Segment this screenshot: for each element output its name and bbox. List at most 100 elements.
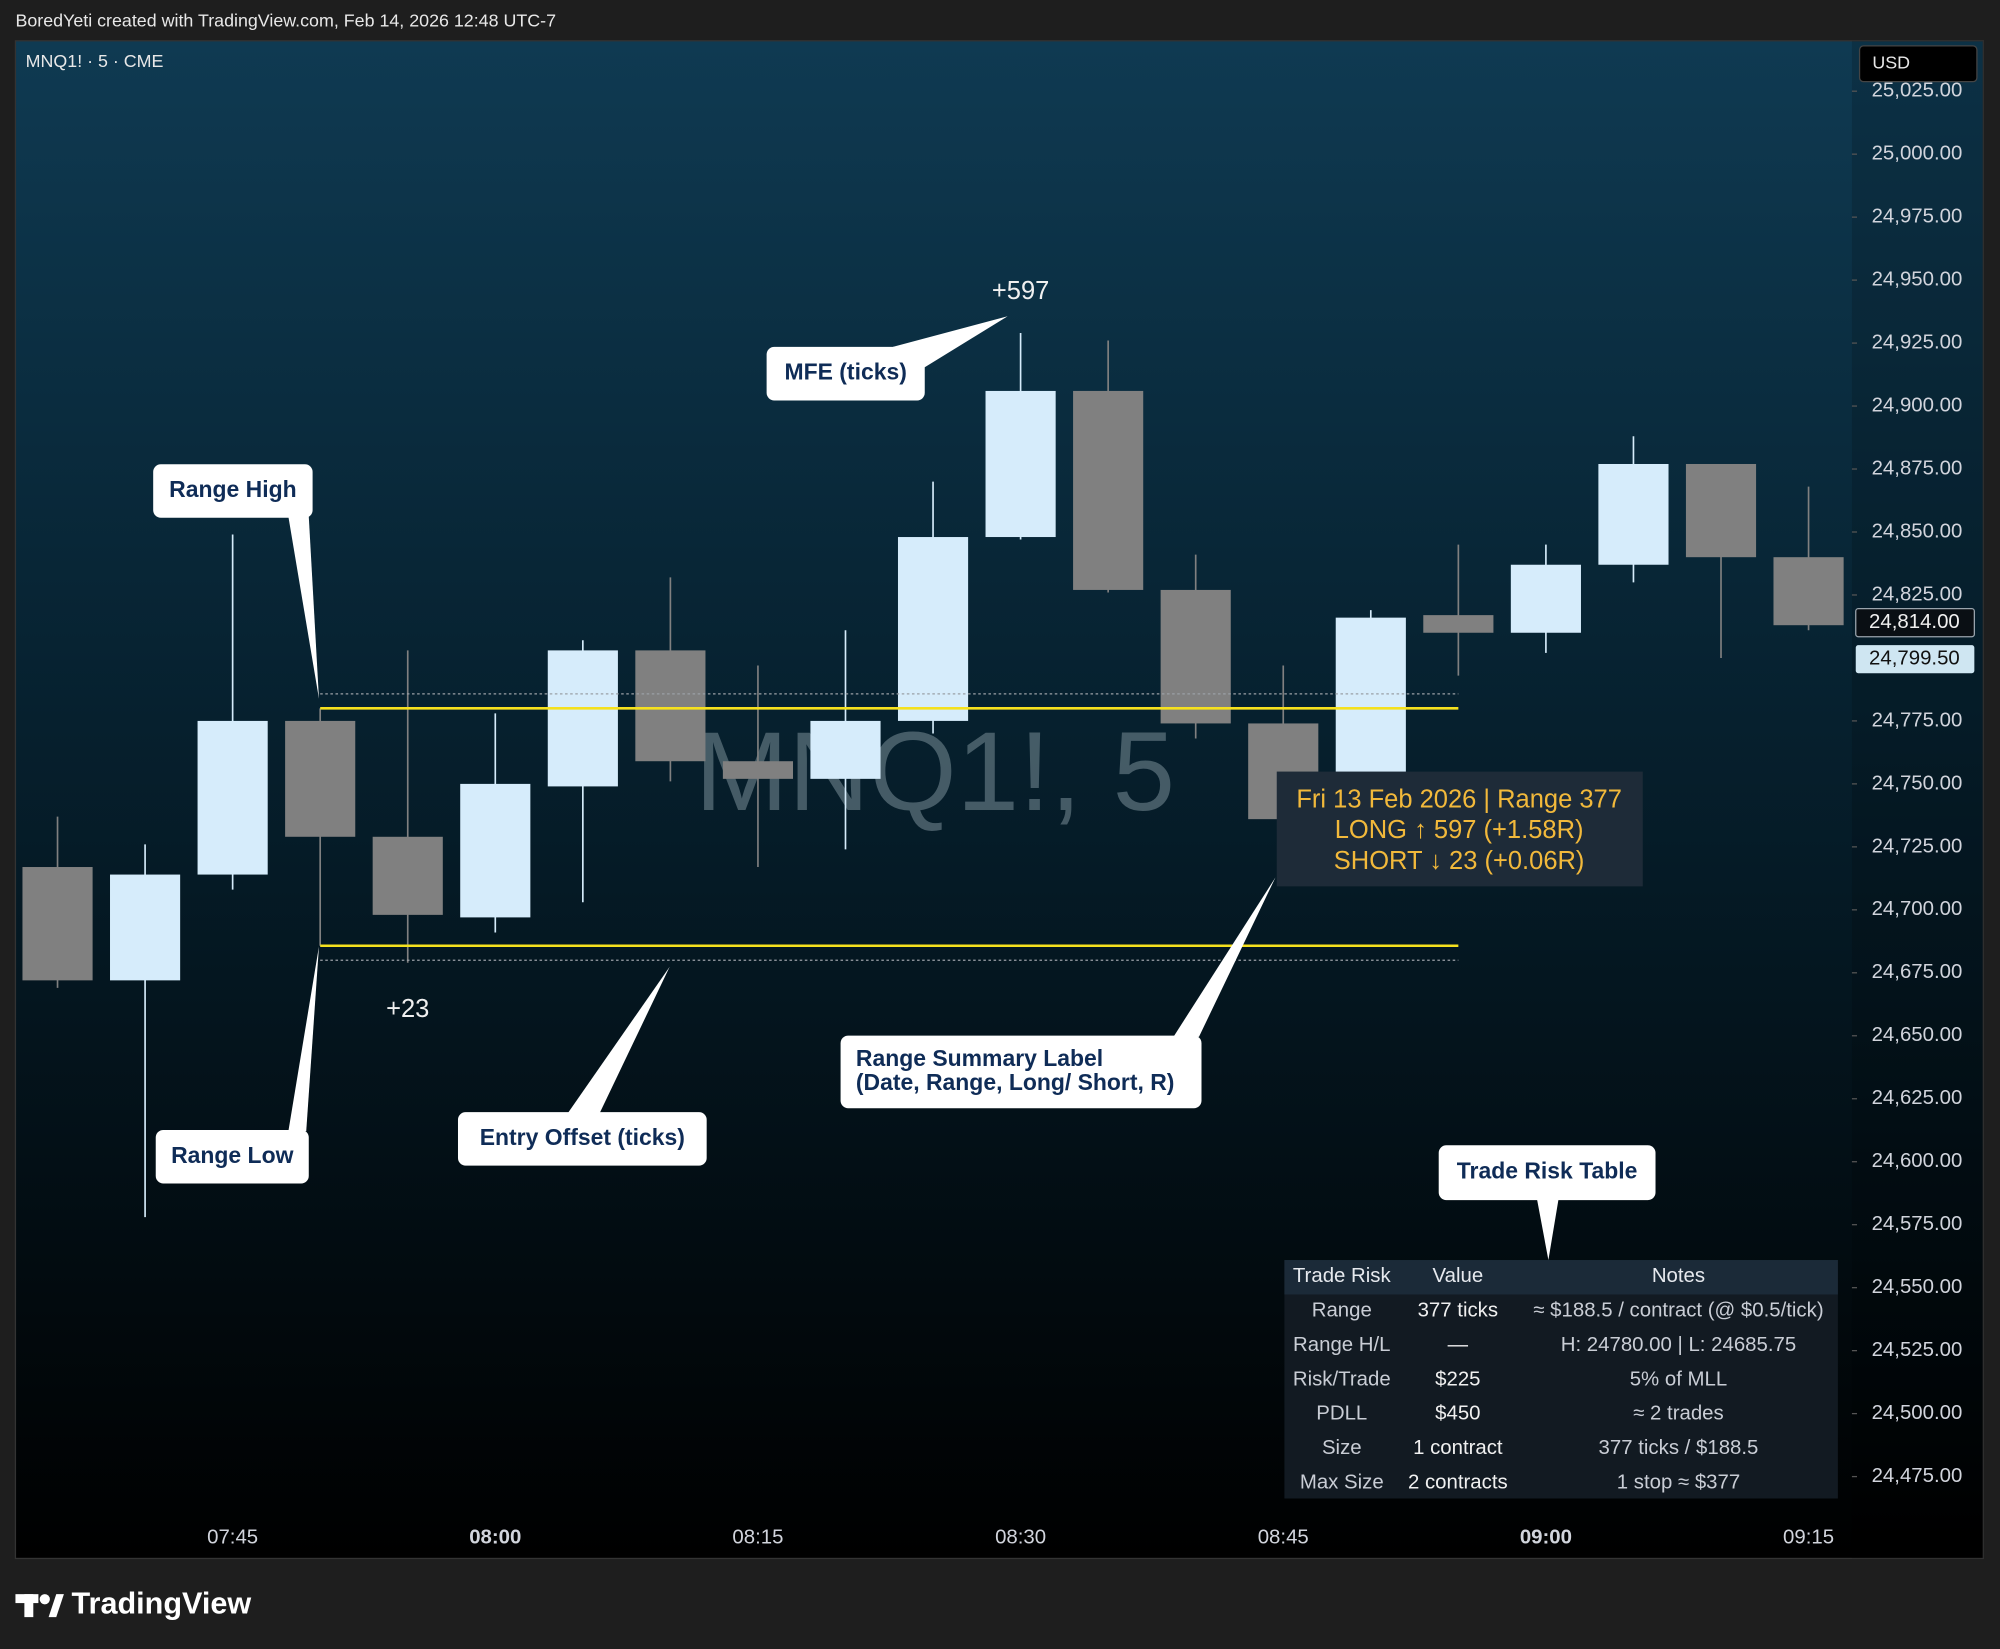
table-cell: Size — [1322, 1437, 1362, 1459]
table-cell: Risk/Trade — [1293, 1368, 1391, 1390]
y-tick-label: 24,850.00 — [1872, 520, 1963, 542]
candle-body — [1073, 390, 1144, 590]
y-tick-label: 24,900.00 — [1872, 394, 1963, 416]
table-cell: ≈ $188.5 / contract (@ $0.5/tick) — [1533, 1299, 1823, 1321]
y-tick-label: 24,925.00 — [1872, 331, 1963, 353]
x-tick-label: 08:15 — [732, 1526, 783, 1548]
y-tick-label: 24,875.00 — [1872, 457, 1963, 479]
table-header — [1284, 1260, 1838, 1295]
table-cell: Range H/L — [1293, 1334, 1390, 1356]
mfe-annotation: +597 — [992, 277, 1049, 305]
summary-line: Fri 13 Feb 2026 | Range 377 — [1296, 786, 1622, 814]
brand: TradingView — [72, 1587, 252, 1621]
attribution: BoredYeti created with TradingView.com, … — [15, 10, 556, 30]
y-tick-label: 24,825.00 — [1872, 583, 1963, 605]
y-tick-label: 25,000.00 — [1872, 143, 1963, 165]
callout-text: Range Low — [171, 1142, 293, 1168]
y-tick-label: 24,600.00 — [1872, 1150, 1963, 1172]
candle-body — [635, 650, 706, 762]
candle-body — [1685, 463, 1757, 558]
y-tick-label: 24,725.00 — [1872, 835, 1963, 857]
callout-pointer — [567, 966, 670, 1114]
tradingview-logo: TradingView — [15, 1587, 251, 1621]
table-cell: — — [1448, 1334, 1469, 1356]
x-tick-label: 07:45 — [207, 1526, 258, 1548]
callout-box — [153, 464, 313, 518]
x-tick-label: 09:15 — [1783, 1526, 1834, 1548]
table-header-cell: Trade Risk — [1293, 1265, 1392, 1287]
y-tick-label: 24,475.00 — [1872, 1465, 1963, 1487]
candle-body — [110, 874, 181, 981]
table-cell: 1 contract — [1413, 1437, 1503, 1459]
candle-body — [372, 836, 443, 915]
symbol-info: MNQ1! · 5 · CME — [26, 51, 164, 71]
callout-text: Trade Risk Table — [1457, 1158, 1638, 1184]
callout-box — [457, 1112, 707, 1166]
y-tick-label: 24,500.00 — [1872, 1402, 1963, 1424]
table-cell: 377 ticks / $188.5 — [1599, 1437, 1759, 1459]
y-tick-label: 24,550.00 — [1872, 1276, 1963, 1298]
price-axis — [1851, 40, 1984, 1559]
candle-body — [1160, 589, 1231, 724]
callout-text: Range High — [169, 476, 296, 502]
y-tick-label: 25,025.00 — [1872, 80, 1963, 102]
x-tick-label: 08:00 — [469, 1526, 521, 1548]
table-body — [1284, 1260, 1838, 1499]
x-tick-label: 09:00 — [1520, 1526, 1572, 1548]
callout-text: Entry Offset (ticks) — [480, 1124, 685, 1150]
price-label-box — [1855, 645, 1975, 674]
callout-text: (Date, Range, Long/ Short, R) — [856, 1069, 1175, 1095]
callout-pointer — [288, 516, 319, 699]
candle-body — [810, 720, 881, 779]
y-tick-label: 24,750.00 — [1872, 772, 1963, 794]
price-label: 24,814.00 — [1869, 611, 1960, 633]
candle-body — [985, 390, 1056, 538]
summary-line: SHORT ↓ 23 (+0.06R) — [1334, 847, 1585, 875]
table-cell: $225 — [1435, 1368, 1480, 1390]
callout-box — [155, 1129, 309, 1184]
candle-body — [547, 650, 618, 787]
x-tick-label: 08:45 — [1258, 1526, 1309, 1548]
candle-body — [1773, 557, 1844, 626]
candle-body — [1598, 463, 1669, 565]
price-label: 24,799.50 — [1869, 648, 1960, 670]
table-cell: PDLL — [1316, 1403, 1367, 1425]
table-cell: Range — [1312, 1299, 1372, 1321]
candle-body — [1423, 615, 1494, 633]
y-tick-label: 24,625.00 — [1872, 1087, 1963, 1109]
y-tick-label: 24,675.00 — [1872, 961, 1963, 983]
y-tick-label: 24,700.00 — [1872, 898, 1963, 920]
table-cell: Max Size — [1300, 1472, 1384, 1494]
callout-text: Range Summary Label — [856, 1045, 1103, 1071]
logo-part — [39, 1594, 50, 1605]
logo-part — [48, 1594, 64, 1618]
currency-box — [1858, 45, 1978, 83]
table-header-cell: Notes — [1652, 1265, 1705, 1287]
callout-pointer — [1536, 1198, 1559, 1261]
y-tick-label: 24,975.00 — [1872, 206, 1963, 228]
table-cell: 5% of MLL — [1630, 1368, 1727, 1390]
table-cell: 2 contracts — [1408, 1472, 1508, 1494]
logo-part — [24, 1594, 34, 1618]
entry-annotation: +23 — [386, 995, 429, 1023]
y-tick-label: 24,950.00 — [1872, 268, 1963, 290]
table-cell: 1 stop ≈ $377 — [1617, 1472, 1740, 1494]
table-cell: 377 ticks — [1418, 1299, 1498, 1321]
candle-body — [722, 761, 794, 779]
candle-body — [460, 783, 531, 918]
candle-body — [197, 720, 268, 875]
candle-body — [22, 867, 93, 981]
currency: USD — [1872, 52, 1910, 72]
x-tick-label: 08:30 — [995, 1526, 1046, 1548]
table-cell: ≈ 2 trades — [1633, 1403, 1724, 1425]
summary-box — [1276, 771, 1643, 887]
table-header-cell: Value — [1433, 1265, 1484, 1287]
y-tick-label: 24,775.00 — [1872, 709, 1963, 731]
candle-body — [897, 537, 969, 721]
y-tick-label: 24,525.00 — [1872, 1339, 1963, 1361]
candle-body — [285, 720, 356, 837]
price-label-box — [1855, 608, 1975, 638]
